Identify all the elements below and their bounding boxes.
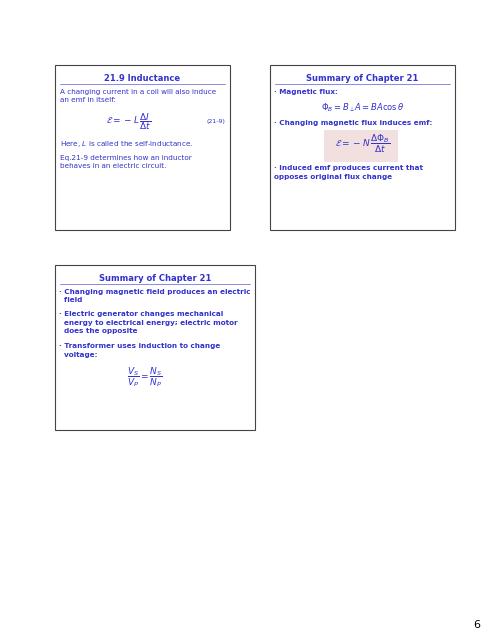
Text: Summary of Chapter 21: Summary of Chapter 21 — [306, 74, 419, 83]
FancyBboxPatch shape — [55, 265, 255, 430]
Text: $\dfrac{V_S}{V_P} = \dfrac{N_S}{N_P}$: $\dfrac{V_S}{V_P} = \dfrac{N_S}{N_P}$ — [127, 365, 163, 389]
Text: $\Phi_B = B_\perp A = BA\cos\theta$: $\Phi_B = B_\perp A = BA\cos\theta$ — [321, 102, 404, 115]
Text: Eq.21-9 determines how an inductor
behaves in an electric circuit.: Eq.21-9 determines how an inductor behav… — [60, 155, 192, 170]
Text: · Transformer uses induction to change
  voltage:: · Transformer uses induction to change v… — [59, 343, 220, 358]
Text: · Magnetic flux:: · Magnetic flux: — [274, 89, 338, 95]
Text: $\mathcal{E} = -L\,\dfrac{\Delta I}{\Delta t}$: $\mathcal{E} = -L\,\dfrac{\Delta I}{\Del… — [106, 111, 151, 132]
Text: 6: 6 — [473, 620, 480, 630]
Text: · Changing magnetic flux induces emf:: · Changing magnetic flux induces emf: — [274, 120, 432, 126]
Text: (21-9): (21-9) — [206, 119, 225, 124]
Text: Here, $L$ is called the self-inductance.: Here, $L$ is called the self-inductance. — [60, 139, 194, 149]
Text: · Electric generator changes mechanical
  energy to electrical energy; electric : · Electric generator changes mechanical … — [59, 311, 238, 334]
Text: Summary of Chapter 21: Summary of Chapter 21 — [99, 274, 211, 283]
FancyBboxPatch shape — [270, 65, 455, 230]
FancyBboxPatch shape — [324, 130, 398, 162]
Text: A changing current in a coil will also induce
an emf in itself:: A changing current in a coil will also i… — [60, 89, 216, 104]
FancyBboxPatch shape — [55, 65, 230, 230]
Text: · Induced emf produces current that
opposes original flux change: · Induced emf produces current that oppo… — [274, 165, 423, 179]
Text: 21.9 Inductance: 21.9 Inductance — [104, 74, 181, 83]
Text: $\mathcal{E} = -N\,\dfrac{\Delta\Phi_B}{\Delta t}$: $\mathcal{E} = -N\,\dfrac{\Delta\Phi_B}{… — [335, 133, 390, 156]
Text: · Changing magnetic field produces an electric
  field: · Changing magnetic field produces an el… — [59, 289, 250, 303]
